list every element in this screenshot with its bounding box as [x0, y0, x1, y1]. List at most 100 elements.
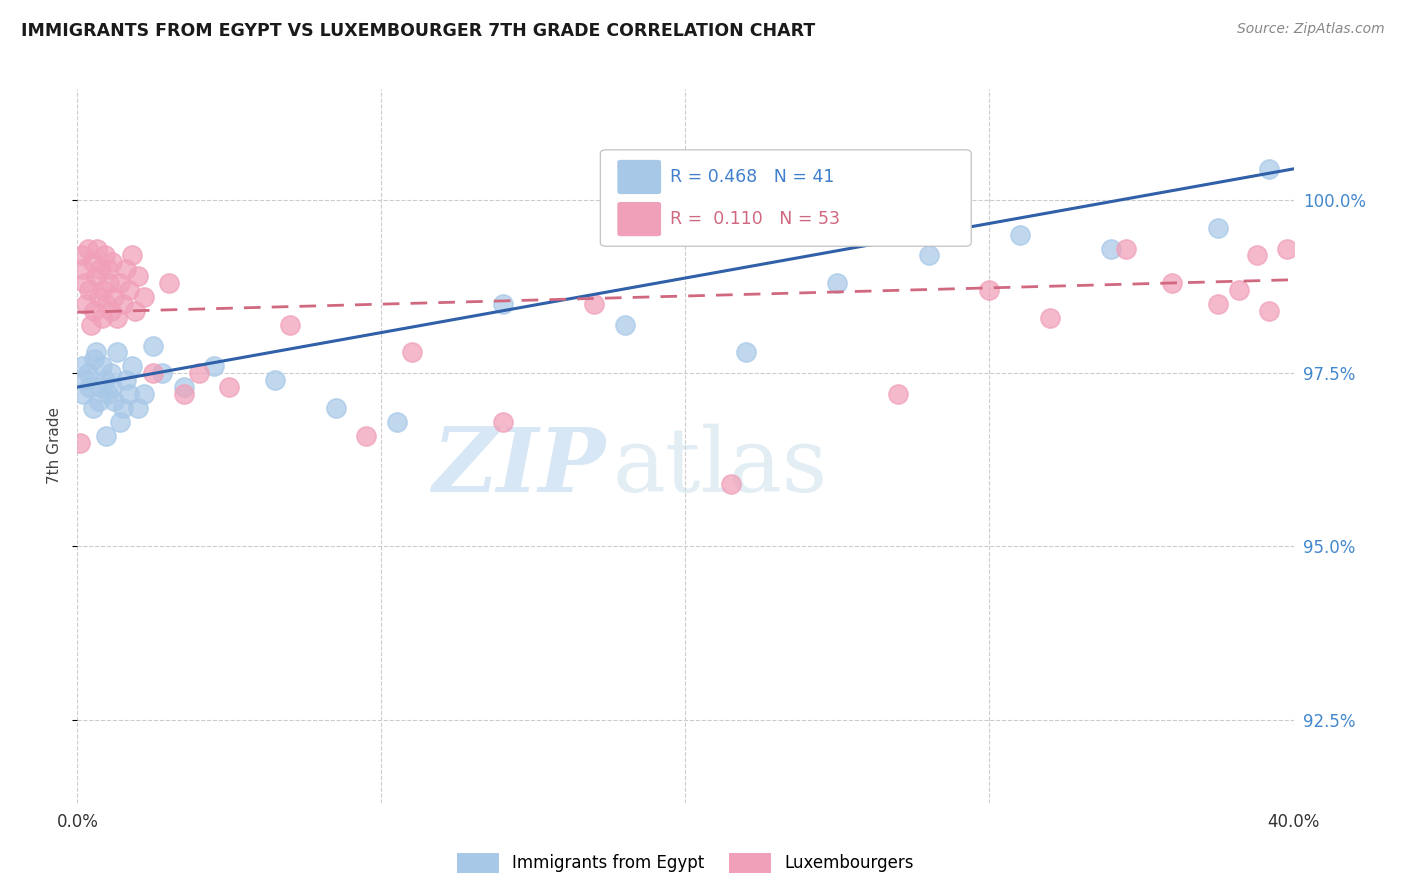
- Point: [202, 359, 225, 374]
- Point: [134, 387, 156, 401]
- Point: [1258, 161, 1281, 176]
- Point: [492, 297, 515, 311]
- Point: [105, 310, 128, 325]
- Point: [69, 435, 91, 450]
- Point: [118, 283, 141, 297]
- Point: [100, 304, 122, 318]
- Text: atlas: atlas: [613, 424, 828, 511]
- Point: [108, 276, 131, 290]
- Text: IMMIGRANTS FROM EGYPT VS LUXEMBOURGER 7TH GRADE CORRELATION CHART: IMMIGRANTS FROM EGYPT VS LUXEMBOURGER 7T…: [21, 22, 815, 40]
- Point: [97, 387, 120, 401]
- Point: [887, 387, 910, 401]
- Point: [83, 304, 105, 318]
- Point: [115, 373, 138, 387]
- Point: [111, 401, 134, 415]
- Point: [82, 255, 104, 269]
- Point: [1227, 283, 1250, 297]
- Point: [75, 373, 97, 387]
- Point: [188, 366, 211, 380]
- Point: [72, 262, 94, 277]
- FancyBboxPatch shape: [600, 150, 972, 246]
- Point: [98, 276, 121, 290]
- Point: [96, 428, 118, 442]
- Point: [613, 318, 636, 332]
- Point: [87, 290, 110, 304]
- Point: [118, 387, 141, 401]
- Point: [96, 297, 118, 311]
- Text: R = 0.468   N = 41: R = 0.468 N = 41: [669, 168, 834, 186]
- Point: [97, 262, 120, 277]
- Point: [90, 359, 112, 374]
- Point: [84, 269, 107, 284]
- Y-axis label: 7th Grade: 7th Grade: [46, 408, 62, 484]
- Point: [1206, 297, 1229, 311]
- Point: [101, 255, 124, 269]
- Point: [70, 359, 93, 374]
- Point: [105, 345, 128, 359]
- Point: [1039, 310, 1062, 325]
- Point: [127, 269, 149, 284]
- Point: [735, 345, 758, 359]
- Point: [142, 338, 165, 352]
- Point: [134, 290, 156, 304]
- Point: [1277, 242, 1299, 256]
- Point: [1258, 304, 1281, 318]
- Point: [70, 248, 93, 262]
- Point: [73, 276, 96, 290]
- FancyBboxPatch shape: [617, 202, 661, 236]
- Point: [91, 283, 114, 297]
- Point: [1161, 276, 1184, 290]
- Point: [93, 373, 115, 387]
- Point: [152, 366, 174, 380]
- Point: [1115, 242, 1137, 256]
- Point: [173, 387, 195, 401]
- Point: [918, 248, 941, 262]
- Point: [103, 290, 125, 304]
- Text: Source: ZipAtlas.com: Source: ZipAtlas.com: [1237, 22, 1385, 37]
- Point: [121, 359, 143, 374]
- Point: [354, 428, 377, 442]
- Point: [100, 366, 122, 380]
- Point: [278, 318, 301, 332]
- Point: [82, 401, 104, 415]
- Point: [385, 415, 408, 429]
- Point: [80, 318, 103, 332]
- Text: ZIP: ZIP: [433, 425, 606, 510]
- Point: [1008, 227, 1031, 242]
- Point: [111, 297, 134, 311]
- Point: [108, 415, 131, 429]
- Point: [142, 366, 165, 380]
- Point: [127, 401, 149, 415]
- Point: [979, 283, 1001, 297]
- Point: [1206, 220, 1229, 235]
- Point: [264, 373, 287, 387]
- Point: [583, 297, 606, 311]
- Point: [218, 380, 240, 394]
- Legend: Immigrants from Egypt, Luxembourgers: Immigrants from Egypt, Luxembourgers: [457, 853, 914, 873]
- Point: [72, 387, 94, 401]
- FancyBboxPatch shape: [617, 160, 661, 194]
- Point: [827, 276, 849, 290]
- Point: [89, 262, 111, 277]
- Point: [1246, 248, 1268, 262]
- Point: [101, 380, 124, 394]
- Point: [79, 380, 101, 394]
- Point: [83, 352, 105, 367]
- Point: [121, 248, 143, 262]
- Point: [115, 262, 138, 277]
- Point: [1099, 242, 1122, 256]
- Point: [84, 345, 107, 359]
- Point: [87, 394, 110, 409]
- Point: [124, 304, 146, 318]
- Point: [90, 310, 112, 325]
- Point: [75, 297, 97, 311]
- Point: [325, 401, 347, 415]
- Point: [77, 242, 100, 256]
- Point: [103, 394, 125, 409]
- Point: [89, 380, 111, 394]
- Point: [86, 242, 108, 256]
- Point: [93, 248, 115, 262]
- Point: [173, 380, 195, 394]
- Point: [492, 415, 515, 429]
- Point: [720, 477, 742, 491]
